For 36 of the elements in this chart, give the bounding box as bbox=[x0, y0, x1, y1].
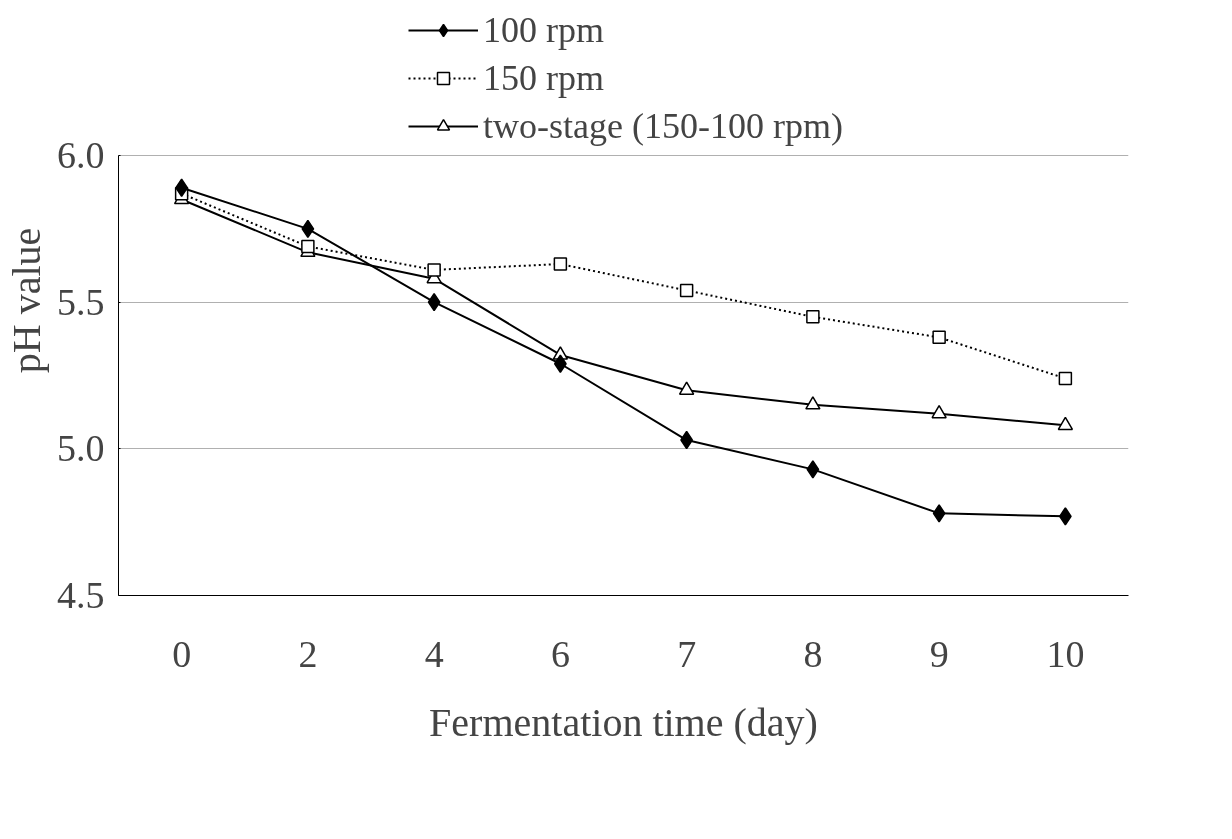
point bbox=[301, 219, 315, 239]
point bbox=[1058, 371, 1073, 386]
y-tick-label: 6.0 bbox=[57, 134, 105, 176]
point bbox=[678, 381, 695, 395]
legend-label: 150 rpm bbox=[483, 57, 604, 99]
y-tick-label: 4.5 bbox=[57, 574, 105, 616]
point bbox=[805, 396, 821, 410]
point bbox=[553, 354, 567, 374]
x-tick-label: 10 bbox=[1046, 632, 1085, 675]
point bbox=[427, 263, 441, 277]
x-tick-label: 7 bbox=[677, 632, 697, 675]
point bbox=[301, 239, 315, 254]
point bbox=[427, 292, 441, 312]
point bbox=[1057, 416, 1074, 431]
y-tick-label: 5.5 bbox=[57, 280, 105, 323]
point bbox=[175, 178, 189, 198]
x-tick-label: 8 bbox=[803, 632, 823, 675]
point bbox=[932, 330, 946, 345]
legend-label: 100 rpm bbox=[483, 9, 604, 51]
point bbox=[806, 310, 820, 324]
y-axis-title: pH value bbox=[4, 227, 49, 374]
point bbox=[931, 404, 947, 419]
x-tick-label: 0 bbox=[172, 632, 192, 675]
point bbox=[680, 430, 694, 450]
legend-label: two-stage (150-100 rpm) bbox=[483, 105, 843, 147]
x-tick-label: 2 bbox=[298, 632, 318, 675]
point bbox=[806, 460, 820, 479]
point bbox=[553, 257, 568, 271]
x-axis-title: Fermentation time (day) bbox=[429, 699, 818, 745]
x-tick-label: 4 bbox=[424, 632, 444, 675]
point bbox=[1058, 507, 1072, 526]
point bbox=[932, 504, 946, 523]
y-tick-label: 5.0 bbox=[57, 427, 105, 470]
x-tick-label: 9 bbox=[929, 632, 949, 675]
x-tick-label: 6 bbox=[550, 632, 570, 675]
point bbox=[679, 283, 694, 298]
